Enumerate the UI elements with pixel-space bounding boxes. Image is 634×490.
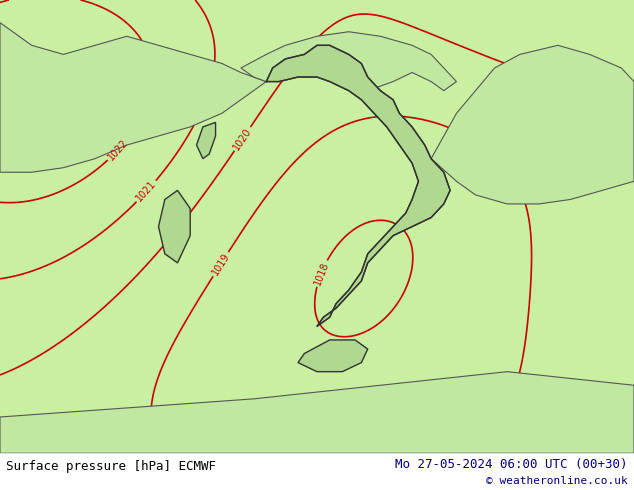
Text: Surface pressure [hPa] ECMWF: Surface pressure [hPa] ECMWF xyxy=(6,460,216,473)
Polygon shape xyxy=(266,46,450,326)
Text: 1022: 1022 xyxy=(106,137,130,162)
Text: 1021: 1021 xyxy=(134,179,158,204)
Text: 1019: 1019 xyxy=(210,251,231,277)
Polygon shape xyxy=(0,23,266,172)
Polygon shape xyxy=(197,122,216,159)
Text: © weatheronline.co.uk: © weatheronline.co.uk xyxy=(486,476,628,486)
Text: Mo 27-05-2024 06:00 UTC (00+30): Mo 27-05-2024 06:00 UTC (00+30) xyxy=(395,458,628,471)
Polygon shape xyxy=(298,340,368,371)
Polygon shape xyxy=(241,32,456,91)
Polygon shape xyxy=(0,371,634,453)
Polygon shape xyxy=(431,46,634,204)
Polygon shape xyxy=(158,191,190,263)
Text: 1018: 1018 xyxy=(312,260,330,287)
Text: 1020: 1020 xyxy=(231,126,254,152)
